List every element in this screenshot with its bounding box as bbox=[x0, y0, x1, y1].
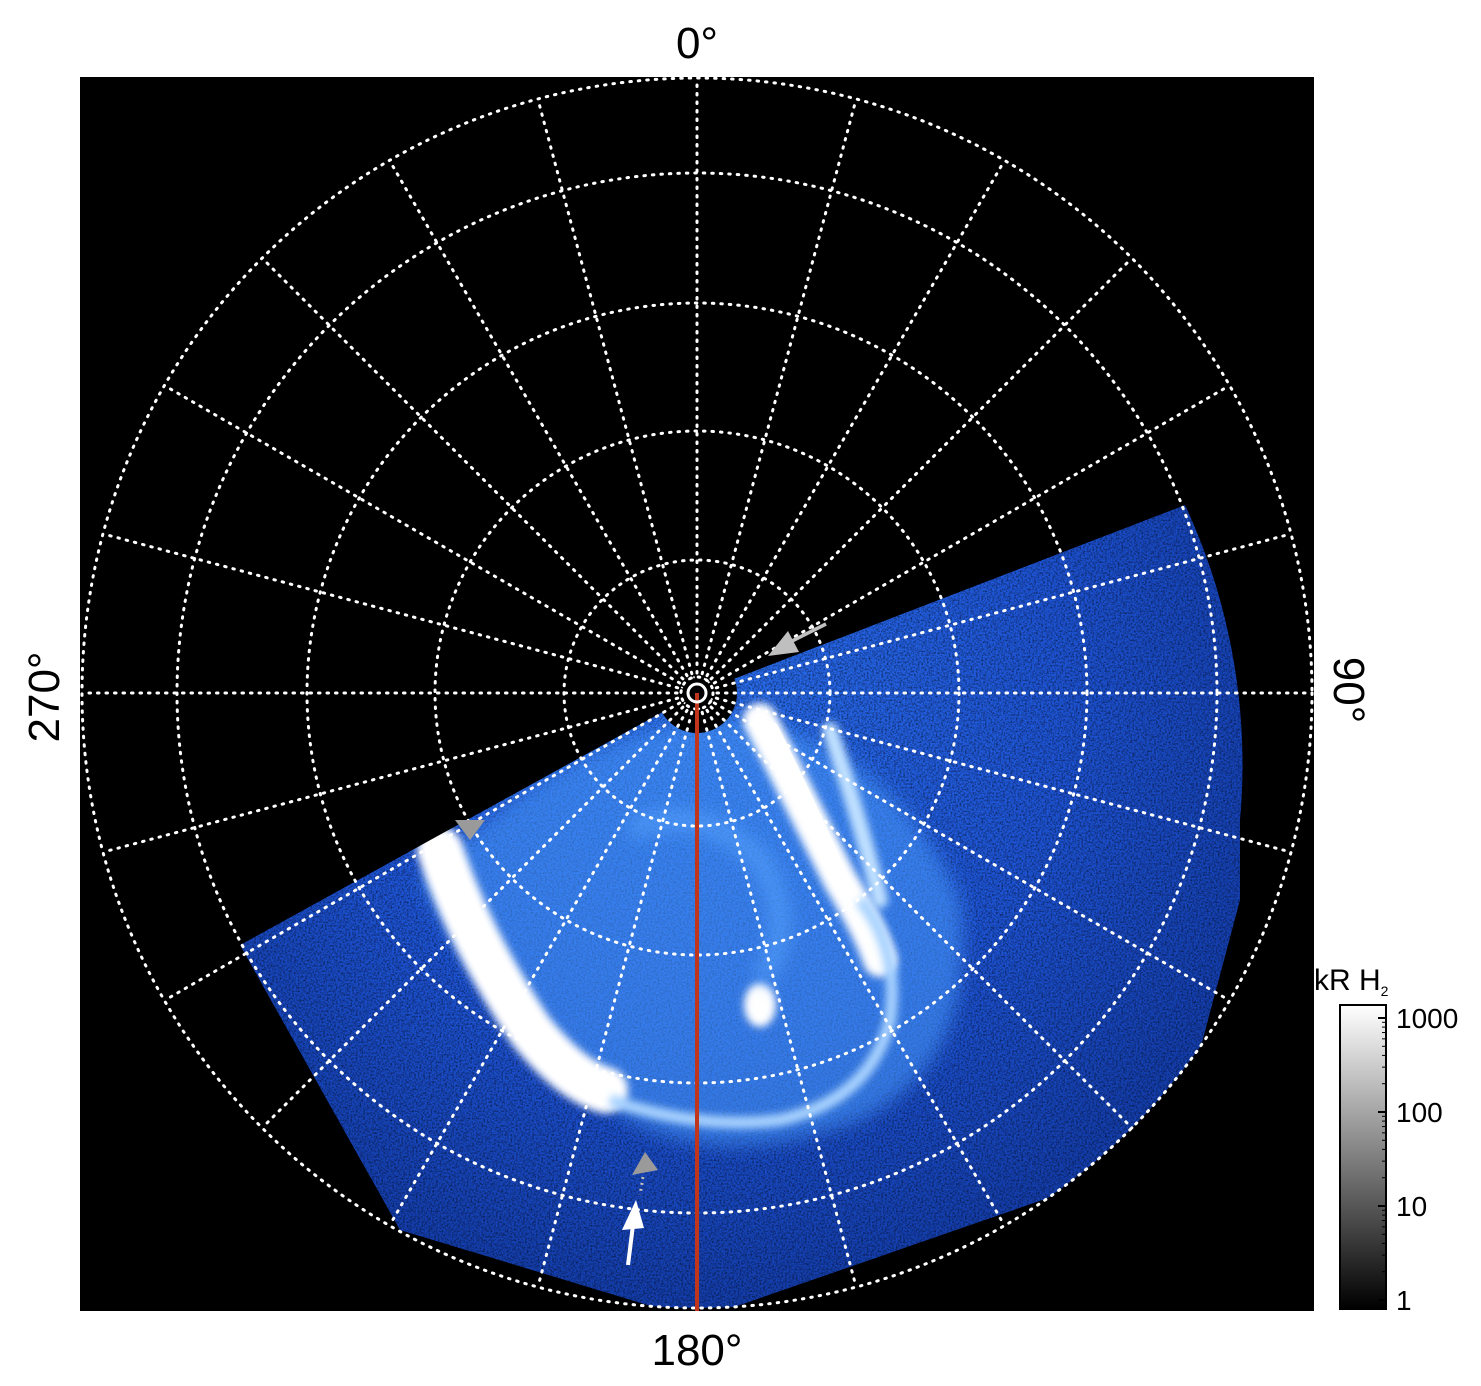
grey-arrow-upper-right bbox=[768, 622, 827, 656]
colorbar: kR H2 1000 100 10 1 bbox=[1314, 964, 1458, 1316]
colorbar-tick-label: 1000 bbox=[1396, 1003, 1458, 1034]
grid-spoke bbox=[705, 708, 1006, 1228]
grid-spoke bbox=[712, 384, 1232, 685]
grid-ring bbox=[80, 77, 1314, 1310]
grid-spoke bbox=[705, 158, 1006, 678]
label-270-deg: 270° bbox=[20, 651, 69, 742]
grid-spoke bbox=[260, 705, 685, 1130]
grid-spoke bbox=[388, 708, 689, 1228]
grid-spoke bbox=[714, 696, 1293, 854]
label-180-deg: 180° bbox=[651, 1326, 742, 1375]
colorbar-tick-label: 100 bbox=[1396, 1097, 1443, 1128]
grid-spoke bbox=[260, 256, 685, 681]
pole-marker bbox=[680, 676, 714, 710]
grid-spoke bbox=[700, 97, 858, 676]
grid-spoke bbox=[536, 97, 694, 676]
colorbar-title: kR H2 bbox=[1314, 964, 1389, 999]
aurora-emission bbox=[200, 470, 1300, 1308]
grid-spoke bbox=[101, 532, 680, 690]
grid-spoke bbox=[714, 532, 1293, 690]
grid-ring bbox=[433, 429, 961, 957]
grid-spoke bbox=[536, 710, 694, 1289]
grid-spoke bbox=[162, 701, 682, 1002]
white-arrow-bottom bbox=[622, 1200, 644, 1266]
grid-spoke bbox=[712, 701, 1232, 1002]
colorbar-tick-label: 1 bbox=[1396, 1285, 1412, 1316]
grid-spoke bbox=[162, 384, 682, 685]
grid-spoke bbox=[700, 710, 858, 1289]
label-0-deg: 0° bbox=[676, 19, 718, 68]
polar-grid bbox=[80, 77, 1314, 1310]
grid-spoke bbox=[101, 696, 680, 854]
grid-spoke bbox=[709, 256, 1134, 681]
colorbar-gradient bbox=[1339, 1004, 1387, 1310]
colorbar-ticks: 1000 100 10 1 bbox=[1378, 1003, 1458, 1316]
grey-triangle-left bbox=[455, 820, 485, 840]
colorbar-tick-label: 10 bbox=[1396, 1191, 1427, 1222]
grey-triangle-bottom bbox=[632, 1152, 658, 1175]
label-90-deg: 90° bbox=[1324, 657, 1373, 724]
grid-spoke bbox=[388, 158, 689, 678]
grid-spoke bbox=[709, 705, 1134, 1130]
